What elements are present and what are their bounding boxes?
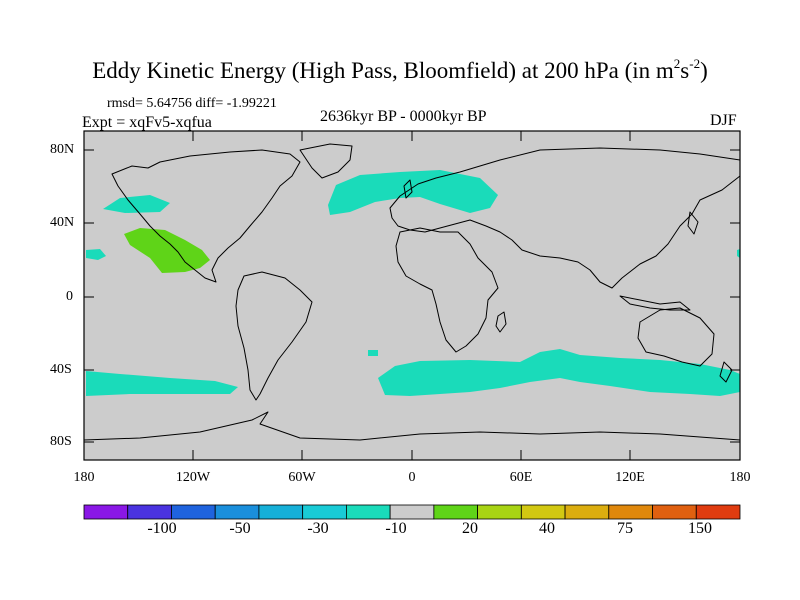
east-pacific-positive-region [124, 228, 210, 273]
lon-label: 60W [288, 470, 316, 485]
lon-label: 60E [509, 470, 533, 485]
north-atlantic-negative-region [328, 170, 498, 215]
colorbar-label: -50 [229, 520, 251, 537]
colorbar-box [345, 504, 391, 520]
north-pacific-negative-region [103, 195, 170, 213]
colorbar-box [520, 504, 566, 520]
south-america-coastline [235, 271, 313, 401]
colorbar-box [302, 504, 347, 520]
lon-label: 180 [729, 470, 751, 485]
greenland-coastline [299, 143, 353, 179]
lon-label: 0 [408, 470, 416, 485]
colorbar-box [695, 504, 741, 520]
africa-coastline [395, 227, 499, 353]
colorbar-box [652, 504, 697, 520]
japan-coastline [687, 211, 699, 235]
indonesia-coastline [619, 295, 691, 311]
season-label: DJF [710, 112, 737, 129]
lon-label: 120W [175, 470, 211, 485]
australia-coastline [637, 307, 715, 367]
colorbar-box [214, 504, 260, 520]
map-title: Eddy Kinetic Energy (High Pass, Bloomfie… [92, 56, 708, 83]
colorbar-box [171, 504, 216, 520]
eurasia-coastline [389, 147, 741, 289]
lat-label: 40S [50, 362, 72, 377]
colorbar [83, 504, 741, 520]
colorbar-label: 75 [617, 520, 633, 537]
new-zealand-coastline [719, 361, 733, 383]
colorbar-label: -10 [385, 520, 407, 537]
lat-label: 40N [50, 215, 75, 230]
anomaly-fills [86, 170, 740, 396]
stats-text: rmsd= 5.64756 diff= -1.99221 [107, 96, 277, 111]
axis-ticks [83, 131, 741, 460]
colorbar-label: -100 [147, 520, 177, 537]
colorbar-box [258, 504, 304, 520]
southern-ocean-negative-region [378, 349, 740, 396]
colorbar-box [389, 504, 435, 520]
colorbar-label: 40 [539, 520, 555, 537]
south-atlantic-small-negative-region [368, 350, 378, 356]
colorbar-label: -30 [307, 520, 329, 537]
lat-label: 0 [66, 289, 73, 304]
colorbar-box [608, 504, 653, 520]
west-edge-small-negative-region [737, 249, 740, 258]
north-america-coastline [111, 149, 301, 283]
colorbar-box [564, 504, 610, 520]
east-pacific-small-negative-region [86, 249, 106, 260]
lon-label: 120E [615, 470, 645, 485]
antarctica-coastline [83, 411, 741, 441]
coastlines [83, 143, 741, 441]
period-text: 2636kyr BP - 0000kyr BP [320, 108, 487, 125]
colorbar-box [127, 504, 172, 520]
madagascar-coastline [495, 311, 507, 333]
colorbar-box [477, 504, 522, 520]
uk-coastline [403, 179, 413, 199]
lon-label: 180 [73, 470, 95, 485]
colorbar-label: 20 [462, 520, 478, 537]
lat-label: 80N [50, 142, 75, 157]
colorbar-label: 150 [688, 520, 712, 537]
south-pacific-negative-region [86, 371, 238, 396]
colorbar-box [433, 504, 479, 520]
experiment-text: Expt = xqFv5-xqfua [82, 114, 212, 131]
colorbar-box [83, 504, 129, 520]
lat-label: 80S [50, 434, 72, 449]
